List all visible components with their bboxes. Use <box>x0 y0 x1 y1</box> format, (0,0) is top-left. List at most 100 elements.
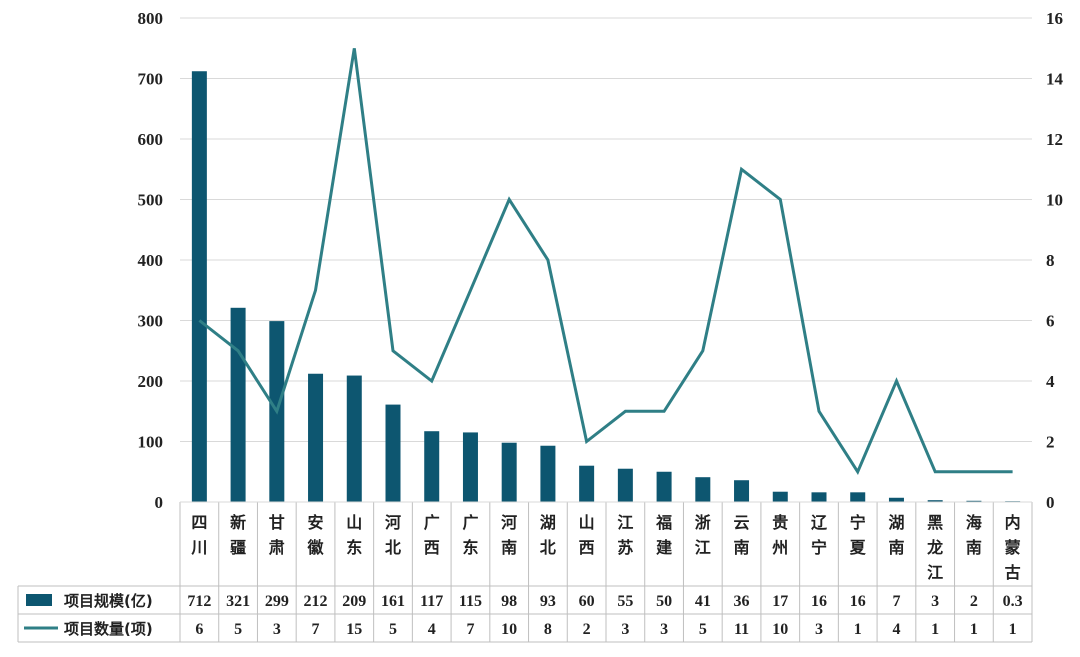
category-label: 四 <box>191 513 207 532</box>
category-label: 徽 <box>307 538 325 557</box>
right-axis-tick-label: 12 <box>1046 130 1063 149</box>
category-label: 江 <box>617 513 633 532</box>
gridlines <box>180 17 1032 503</box>
bar <box>927 500 943 502</box>
count-label: 1 <box>854 621 862 638</box>
value-label: 117 <box>420 593 443 610</box>
count-label: 2 <box>583 621 591 638</box>
bar <box>308 373 324 502</box>
value-label: 0.3 <box>1003 593 1023 610</box>
category-label: 甘 <box>269 513 285 532</box>
value-label: 321 <box>226 593 250 610</box>
value-label: 55 <box>617 593 633 610</box>
bar <box>888 497 904 502</box>
value-label: 17 <box>772 593 788 610</box>
category-label: 湖 <box>888 513 904 532</box>
bar <box>617 468 633 502</box>
count-label: 6 <box>195 621 203 638</box>
category-label: 广 <box>424 513 440 532</box>
bar <box>734 480 750 502</box>
left-axis-tick-label: 100 <box>138 433 164 452</box>
value-label: 712 <box>187 593 211 610</box>
count-label: 15 <box>346 621 362 638</box>
value-label: 209 <box>342 593 366 610</box>
value-label: 161 <box>381 593 405 610</box>
value-label: 36 <box>734 593 750 610</box>
count-label: 8 <box>544 621 552 638</box>
category-label: 河 <box>501 513 517 532</box>
count-label: 3 <box>815 621 823 638</box>
count-label: 1 <box>1009 621 1017 638</box>
left-axis-tick-label: 800 <box>138 9 164 28</box>
category-label: 安 <box>308 513 324 532</box>
category-label: 肃 <box>269 538 285 557</box>
category-label: 疆 <box>230 538 246 557</box>
value-label: 299 <box>265 593 289 610</box>
bar <box>850 492 866 502</box>
line-legend-label: 项目数量(项) <box>64 620 153 638</box>
right-axis-tick-label: 4 <box>1046 372 1055 391</box>
right-axis-tick-label: 14 <box>1046 70 1064 89</box>
right-axis-tick-label: 2 <box>1046 433 1055 452</box>
category-label: 广 <box>462 513 478 532</box>
data-table: 四川新疆甘肃安徽山东河北广西广东河南湖北山西江苏福建浙江云南贵州辽宁宁夏湖南黑龙… <box>17 501 1033 643</box>
bar <box>695 477 711 502</box>
value-label: 93 <box>540 593 556 610</box>
count-label: 10 <box>772 621 788 638</box>
legend: 项目规模(亿) 项目数量(项) <box>24 592 153 638</box>
value-label: 16 <box>811 593 827 610</box>
line-series <box>198 48 1013 475</box>
value-label: 98 <box>501 593 517 610</box>
count-label: 3 <box>660 621 668 638</box>
bar <box>230 307 246 502</box>
category-label: 蒙 <box>1005 538 1021 557</box>
bar <box>579 465 595 502</box>
bar <box>191 71 207 503</box>
category-label: 黑 <box>927 513 943 532</box>
category-label: 西 <box>579 538 595 557</box>
right-axis-tick-label: 16 <box>1046 9 1063 28</box>
value-label: 3 <box>931 593 939 610</box>
category-label: 东 <box>462 538 478 557</box>
bar <box>966 500 982 502</box>
bar-legend-label: 项目规模(亿) <box>64 592 153 610</box>
right-axis-ticks: 0 2 4 6 8 10 12 14 16 <box>1046 9 1064 512</box>
category-label: 福 <box>655 513 672 532</box>
bar <box>385 404 401 502</box>
category-label: 龙 <box>926 538 943 557</box>
category-label: 南 <box>501 538 517 557</box>
bar <box>811 492 827 502</box>
count-line <box>198 48 1013 475</box>
bar <box>772 491 788 502</box>
category-label: 川 <box>190 538 207 557</box>
category-label: 山 <box>579 513 595 532</box>
count-label: 5 <box>389 621 397 638</box>
right-axis-tick-label: 0 <box>1046 493 1055 512</box>
left-axis-tick-label: 500 <box>138 191 164 210</box>
category-label: 江 <box>695 538 711 557</box>
count-label: 3 <box>621 621 629 638</box>
count-label: 7 <box>466 621 474 638</box>
category-label: 南 <box>888 538 904 557</box>
count-label: 5 <box>234 621 242 638</box>
bar <box>462 432 478 502</box>
right-axis-tick-label: 10 <box>1046 191 1063 210</box>
count-label: 11 <box>734 621 749 638</box>
category-label: 湖 <box>540 513 556 532</box>
value-label: 7 <box>892 593 900 610</box>
category-label: 北 <box>540 538 556 557</box>
left-axis-tick-label: 700 <box>138 70 164 89</box>
category-label: 东 <box>346 538 362 557</box>
category-label: 南 <box>734 538 750 557</box>
category-label: 江 <box>927 563 943 582</box>
count-label: 10 <box>501 621 517 638</box>
left-axis-tick-label: 200 <box>138 372 164 391</box>
category-label: 河 <box>385 513 401 532</box>
bar <box>424 431 440 502</box>
left-axis-tick-label: 400 <box>138 251 164 270</box>
category-label: 夏 <box>849 538 867 557</box>
value-label: 2 <box>970 593 978 610</box>
left-axis-ticks: 0 100 200 300 400 500 600 700 800 <box>138 9 164 512</box>
category-label: 古 <box>1005 563 1021 582</box>
